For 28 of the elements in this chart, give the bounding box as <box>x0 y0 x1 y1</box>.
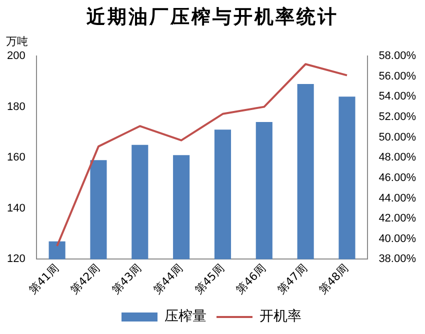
y-tick-label: 200 <box>6 50 26 62</box>
chart-title: 近期油厂压榨与开机率统计 <box>86 5 340 30</box>
y2-tick-label: 54.00% <box>378 90 416 103</box>
x-tick-label: 第46周 <box>234 262 268 296</box>
x-tick-label: 第44周 <box>150 262 186 296</box>
y2-tick-label: 40.00% <box>378 232 416 245</box>
y-tick-label: 160 <box>6 152 26 164</box>
y2-tick-label: 38.00% <box>378 253 416 266</box>
y-tick-label: 180 <box>6 100 26 113</box>
x-tick-label: 第48周 <box>316 262 352 296</box>
y-axis-title: 万吨 <box>6 34 28 48</box>
y2-tick-label: 58.00% <box>378 50 416 62</box>
x-tick-label: 第42周 <box>68 262 103 296</box>
y-tick-label: 120 <box>6 253 26 266</box>
y2-tick-label: 50.00% <box>378 131 416 144</box>
x-tick-label: 第43周 <box>109 262 144 296</box>
legend-label: 压榨量 <box>164 308 206 325</box>
y2-tick-label: 48.00% <box>378 152 416 164</box>
x-tick-label: 第41周 <box>26 262 62 296</box>
x-tick-label: 第45周 <box>192 262 227 296</box>
y2-tick-label: 44.00% <box>378 192 416 204</box>
y-tick-label: 140 <box>6 202 26 214</box>
legend-label: 开机率 <box>260 308 302 325</box>
x-tick-label: 第47周 <box>275 262 310 296</box>
y2-tick-label: 56.00% <box>378 70 416 82</box>
y2-tick-label: 46.00% <box>378 172 416 184</box>
y2-tick-label: 42.00% <box>378 212 416 225</box>
y2-tick-label: 52.00% <box>378 110 416 123</box>
